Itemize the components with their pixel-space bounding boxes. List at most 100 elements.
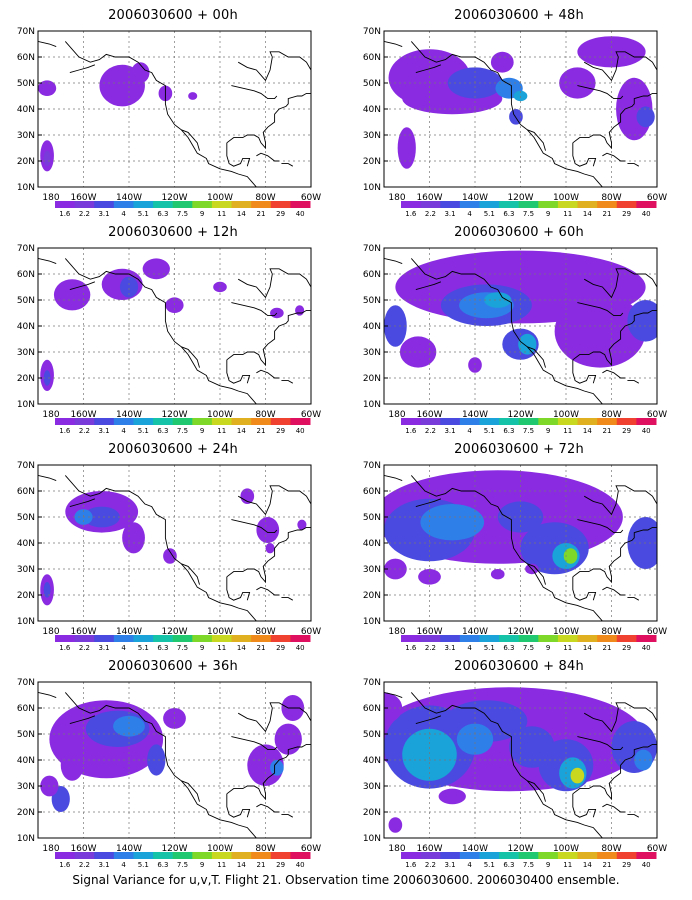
colorbar-label: 5.1 [138, 861, 149, 868]
contour-region [636, 106, 655, 128]
lat-tick-label: 70N [363, 678, 381, 688]
lon-tick-label: 100W [553, 844, 579, 854]
colorbar-label: 1.6 [59, 861, 71, 868]
panel-title: 2006030600 + 84h [454, 659, 584, 674]
colorbar-label: 11 [563, 210, 572, 217]
colorbar-swatch [420, 852, 441, 859]
colorbar-swatch [172, 418, 193, 425]
colorbar-label: 6.3 [157, 644, 168, 651]
lon-tick-label: 140W [116, 193, 142, 203]
colorbar-label: 9 [546, 861, 550, 868]
lat-tick-label: 10N [363, 400, 381, 410]
colorbar-swatch [479, 201, 500, 208]
colorbar-swatch [153, 852, 174, 859]
colorbar-swatch [459, 201, 480, 208]
lat-tick-label: 50N [363, 513, 381, 523]
colorbar-swatch [440, 635, 461, 642]
lon-tick-label: 60W [301, 193, 321, 203]
panel-title: 2006030600 + 12h [108, 225, 238, 240]
lon-tick-label: 60W [647, 193, 667, 203]
colorbar-swatch [420, 635, 441, 642]
coastline [226, 526, 311, 584]
colorbar-swatch [270, 201, 291, 208]
colorbar-swatch [401, 635, 422, 642]
coastline [410, 41, 603, 187]
contour-region [43, 150, 51, 167]
colorbar-swatch [459, 852, 480, 859]
colorbar-swatch [538, 418, 559, 425]
lat-tick-label: 10N [17, 183, 35, 193]
colorbar-label: 40 [296, 210, 305, 217]
colorbar-label: 2.2 [79, 861, 90, 868]
contour-region [490, 569, 505, 580]
lon-tick-label: 100W [207, 627, 233, 637]
lat-tick-label: 70N [363, 244, 381, 254]
coastline [527, 780, 546, 802]
lat-tick-label: 70N [363, 461, 381, 471]
contour-region [131, 62, 150, 83]
colorbar-label: 7.5 [523, 427, 534, 434]
colorbar-label: 4 [467, 427, 472, 434]
colorbar-swatch [192, 852, 213, 859]
colorbar-label: 1.6 [59, 427, 71, 434]
coastline [256, 152, 280, 162]
contour-region [490, 51, 514, 73]
coastline [231, 736, 278, 751]
coastline [256, 803, 280, 813]
colorbar-swatch [270, 852, 291, 859]
colorbar-label: 11 [217, 644, 226, 651]
colorbar-label: 21 [603, 427, 612, 434]
coastline [226, 576, 251, 601]
lat-tick-label: 30N [17, 782, 35, 792]
lat-tick-label: 50N [17, 296, 35, 306]
coastline [583, 702, 657, 733]
colorbar-swatch [251, 418, 272, 425]
lon-tick-label: 180 [42, 627, 59, 637]
colorbar-swatch [518, 635, 539, 642]
colorbar-label: 7.5 [177, 427, 188, 434]
coastline [384, 474, 403, 482]
colorbar-label: 6.3 [503, 427, 514, 434]
contour-region [484, 292, 512, 308]
coastline [583, 268, 657, 299]
colorbar-swatch [636, 635, 657, 642]
lat-tick-label: 30N [363, 782, 381, 792]
colorbar-swatch [55, 201, 76, 208]
contour-region [147, 744, 166, 776]
colorbar-label: 3.1 [444, 644, 455, 651]
contour-region [43, 582, 51, 598]
lat-tick-label: 60N [17, 487, 35, 497]
lat-tick-label: 50N [363, 730, 381, 740]
lon-tick-label: 60W [647, 844, 667, 854]
colorbar-label: 11 [217, 210, 226, 217]
colorbar-label: 14 [237, 861, 246, 868]
colorbar-swatch [74, 852, 95, 859]
coastline [572, 92, 657, 150]
colorbar-swatch [251, 201, 272, 208]
colorbar-label: 9 [546, 210, 550, 217]
colorbar-label: 4 [467, 644, 472, 651]
colorbar-label: 2.2 [79, 427, 90, 434]
contour-region [456, 723, 494, 755]
coastline [281, 163, 294, 167]
contour-region [270, 760, 284, 776]
colorbar-swatch [270, 418, 291, 425]
lon-tick-label: 120W [507, 627, 533, 637]
coastline [572, 359, 597, 384]
colorbar-label: 40 [642, 210, 651, 217]
contour-region [420, 504, 485, 541]
lon-tick-label: 120W [507, 844, 533, 854]
colorbar-swatch [538, 635, 559, 642]
lon-tick-label: 120W [507, 193, 533, 203]
colorbar-swatch [479, 418, 500, 425]
colorbar-label: 7.5 [177, 861, 188, 868]
colorbar-label: 11 [563, 644, 572, 651]
map-panel: 2006030600 + 12h 70N 60N 50N 40N 30N 20N 10N 180… [0, 217, 346, 434]
lat-tick-label: 40N [363, 756, 381, 766]
colorbar-label: 1.6 [405, 210, 417, 217]
contour-region [563, 548, 578, 564]
lat-tick-label: 10N [17, 834, 35, 844]
coastline [572, 526, 657, 584]
contour-region [240, 488, 255, 504]
colorbar-label: 29 [622, 861, 631, 868]
